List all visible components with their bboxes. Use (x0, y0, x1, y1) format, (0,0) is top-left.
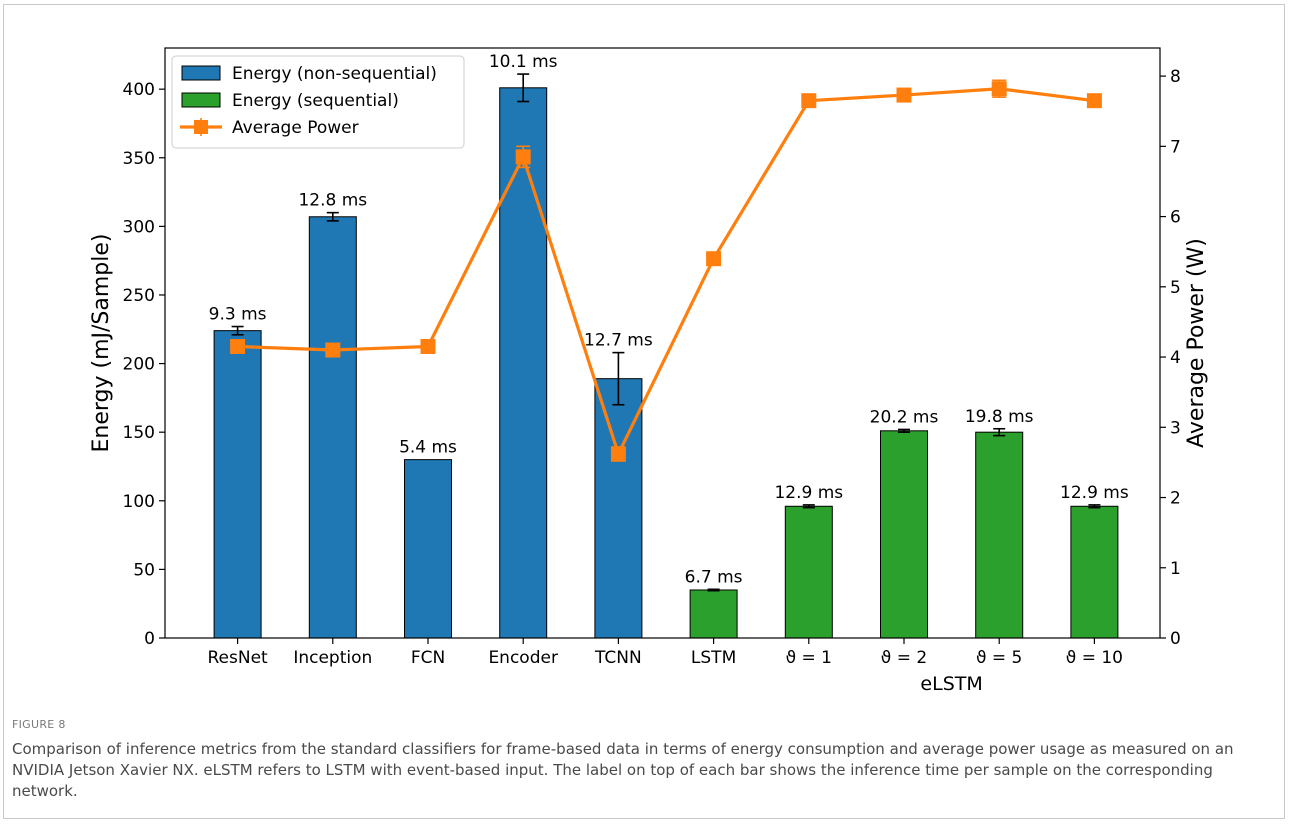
y2-tick-label: 1 (1170, 559, 1181, 579)
legend-label: Energy (sequential) (232, 91, 399, 111)
axes-group: 0 50 100 150 200 250 300 350 400 0 1 2 3 4 5 6 7 8 ResNet I… (89, 47, 1209, 695)
legend-marker-swatch (194, 120, 208, 134)
y-tick-label: 50 (133, 560, 155, 580)
y-tick-label: 300 (123, 217, 155, 237)
bar (784, 505, 833, 639)
bar-label: 5.4 ms (399, 438, 457, 458)
bar (880, 430, 928, 639)
power-marker (991, 81, 1007, 97)
x-tick-label: TCNN (594, 648, 642, 668)
legend-label: Energy (non-sequential) (232, 64, 437, 84)
legend-box (171, 55, 465, 149)
x-tick-label: FCN (411, 648, 445, 668)
power-marker (420, 339, 436, 355)
bars-group (213, 73, 1119, 639)
x-tick-label: ResNet (207, 648, 268, 668)
y2-axis-title: Average Power (W) (1184, 238, 1209, 448)
power-line (237, 87, 1095, 456)
bar-label: 12.7 ms (584, 331, 653, 351)
bar (213, 330, 262, 639)
legend-swatch (181, 92, 221, 108)
bar-label: 9.3 ms (209, 305, 267, 325)
x-tick-label: Encoder (488, 648, 558, 668)
x-tick-label: ϑ = 2 (881, 648, 927, 668)
legend-swatch (181, 65, 221, 81)
power-marker (801, 93, 817, 109)
bar (689, 589, 738, 639)
bar-label: 12.8 ms (298, 191, 367, 211)
power-marker (610, 446, 626, 462)
power-marker (230, 339, 246, 355)
bar-label: 20.2 ms (870, 407, 939, 427)
bar-label: 6.7 ms (685, 567, 743, 587)
power-marker (896, 87, 912, 103)
energy-power-chart: 0 50 100 150 200 250 300 350 400 0 1 2 3 4 5 6 7 8 ResNet I… (89, 47, 1209, 695)
power-marker (706, 251, 722, 267)
bar-label: 12.9 ms (774, 483, 843, 503)
group-label: eLSTM (920, 673, 982, 695)
y2-tick-label: 7 (1170, 137, 1181, 157)
y2-tick-label: 3 (1170, 418, 1181, 438)
y-tick-label: 100 (123, 492, 155, 512)
figure-caption: Comparison of inference metrics from the… (12, 740, 1234, 800)
power-line-group (230, 79, 1102, 462)
x-tick-label: LSTM (691, 648, 736, 668)
y-tick-label: 350 (123, 149, 155, 169)
bar (1070, 505, 1119, 639)
x-tick-label: ϑ = 1 (786, 648, 832, 668)
legend: Energy (non-sequential) Energy (sequentia… (171, 55, 465, 149)
y-tick-label: 250 (123, 286, 155, 306)
bar (975, 431, 1024, 639)
y-tick-label: 200 (123, 355, 155, 375)
bar (499, 87, 548, 639)
labels-group: 9.3 ms 12.8 ms 5.4 ms 10.1 ms 12.7 ms 6.7 ms 1… (209, 52, 1129, 587)
bar (404, 459, 452, 639)
y-tick-label: 150 (123, 423, 155, 443)
x-tick-label: ϑ = 5 (976, 648, 1022, 668)
bar-label: 10.1 ms (489, 52, 558, 72)
y2-tick-label: 0 (1170, 629, 1181, 649)
y-tick-label: 400 (123, 80, 155, 100)
power-marker (325, 342, 341, 358)
bar (308, 216, 357, 639)
bar-label: 19.8 ms (965, 407, 1034, 427)
legend-label: Average Power (232, 118, 359, 138)
power-marker (1086, 93, 1102, 109)
x-tick-label: ϑ = 10 (1066, 648, 1123, 668)
y2-tick-label: 2 (1170, 489, 1181, 509)
y-tick-label: 0 (144, 629, 155, 649)
plot-frame (164, 47, 1161, 639)
y-axis-title: Energy (mJ/Sample) (89, 233, 114, 452)
y2-tick-label: 4 (1170, 348, 1181, 368)
y2-tick-label: 8 (1170, 67, 1181, 87)
power-marker (515, 149, 531, 165)
figure-frame (3, 4, 1285, 819)
y2-tick-label: 5 (1170, 278, 1181, 298)
y2-tick-label: 6 (1170, 208, 1181, 228)
bar-label: 12.9 ms (1060, 483, 1129, 503)
x-tick-label: Inception (293, 648, 372, 668)
figure-label: FIGURE 8 (12, 718, 66, 731)
